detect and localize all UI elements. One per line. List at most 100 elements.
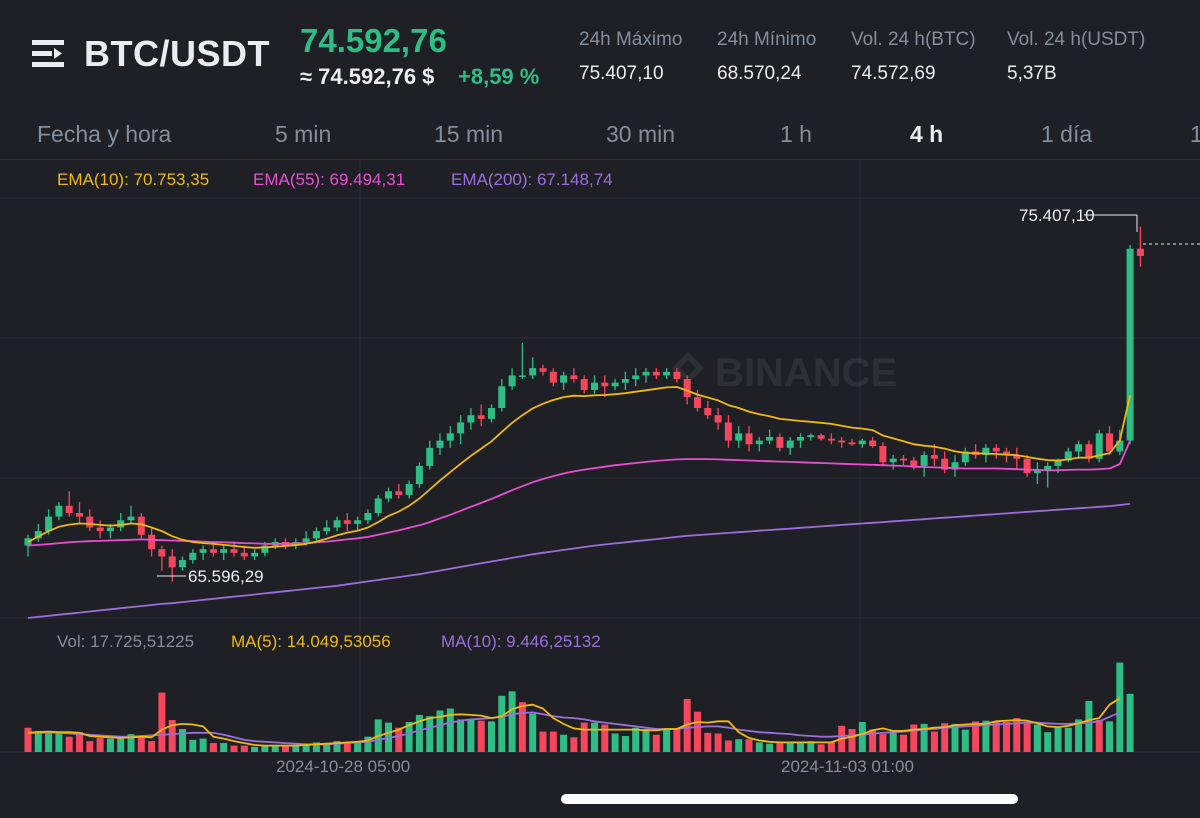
candle-body: [209, 549, 217, 553]
stat-value-24h-low: 68.570,24: [717, 63, 802, 84]
volume-legend: Vol: 17.725,51225: [57, 632, 195, 651]
candle-body: [168, 556, 176, 568]
volume-bar: [395, 727, 403, 752]
tab-1dia[interactable]: 1 día: [1041, 121, 1093, 147]
candle-body: [1095, 433, 1103, 459]
candle: [570, 368, 578, 383]
tab-more[interactable]: 1: [1190, 121, 1200, 147]
x-tick-label: 2024-11-03 01:00: [781, 757, 914, 776]
candle: [776, 433, 784, 452]
candle-body: [961, 451, 969, 463]
volume-bar: [467, 719, 475, 752]
candle-body: [1085, 444, 1093, 459]
binance-watermark: BINANCE: [672, 351, 897, 395]
candle-body: [240, 552, 248, 557]
candle-body: [1136, 248, 1144, 256]
volume-bar: [735, 739, 743, 752]
candle: [488, 404, 495, 423]
candles-layer: [24, 226, 1144, 582]
tab-1h[interactable]: 1 h: [780, 121, 812, 147]
candle-body: [621, 379, 629, 383]
volume-bar: [683, 698, 691, 752]
candle-body: [611, 382, 619, 387]
candle-body: [220, 549, 228, 553]
tab-fecha-y-hora[interactable]: Fecha y hora: [37, 121, 172, 147]
last-price: 74.592,76: [300, 22, 447, 59]
candle: [900, 455, 907, 466]
candle-body: [900, 458, 907, 461]
volume-bar: [106, 738, 114, 752]
candle: [374, 494, 382, 517]
volume-bar: [632, 727, 640, 752]
volume-bar: [663, 729, 671, 752]
candle: [992, 444, 1000, 459]
volume-bar: [961, 729, 969, 752]
candle: [96, 520, 104, 539]
candle-body: [745, 433, 753, 445]
volume-bar: [1075, 719, 1083, 752]
volume-bar: [869, 729, 877, 752]
candle: [797, 433, 804, 448]
candle: [518, 342, 526, 380]
volume-bar: [271, 745, 279, 752]
candle-body: [446, 433, 454, 441]
stat-label-24h-high: 24h Máximo: [579, 29, 683, 50]
volume-bar: [642, 729, 650, 752]
candle-body: [436, 440, 444, 448]
volume-bar: [354, 741, 362, 752]
candle-body: [766, 436, 774, 441]
tab-30min[interactable]: 30 min: [606, 121, 676, 147]
candle-body: [96, 527, 104, 532]
tab-15min[interactable]: 15 min: [434, 121, 504, 147]
volume-bar: [694, 711, 701, 752]
watermark-text: BINANCE: [715, 351, 897, 395]
candle-body: [1054, 460, 1062, 466]
candle: [1116, 429, 1124, 456]
candle: [694, 389, 701, 412]
tab-4h[interactable]: 4 h: [910, 121, 944, 147]
candle-body: [426, 447, 434, 466]
volume-bar: [477, 720, 485, 752]
volume-bar: [1003, 721, 1010, 752]
volume-bar: [611, 733, 619, 752]
pair-title[interactable]: BTC/USDT: [84, 33, 270, 74]
ema55-line: [27, 440, 1131, 547]
candle: [745, 426, 753, 452]
volume-bar: [364, 736, 372, 752]
approx-price-usd: ≈ 74.592,76 $: [300, 64, 435, 89]
volume-bar: [910, 724, 918, 752]
volume-bar: [518, 702, 526, 752]
home-indicator[interactable]: [561, 794, 1018, 804]
candle: [395, 484, 403, 499]
candle: [251, 549, 259, 561]
menu-icon[interactable]: [30, 37, 70, 71]
candle: [508, 368, 516, 390]
volume-bar: [930, 731, 938, 752]
volume-bar: [1106, 721, 1113, 752]
volume-bar: [65, 736, 73, 752]
stat-value-vol-usdt: 5,37B: [1007, 63, 1057, 84]
volume-bar: [199, 738, 207, 752]
candle: [621, 371, 629, 390]
candle-body: [797, 436, 804, 441]
candle-body: [982, 447, 990, 456]
candle-body: [405, 484, 413, 495]
candle-body: [858, 440, 866, 445]
volume-bar: [797, 741, 804, 752]
volume-bar: [498, 695, 506, 752]
candle-body: [1116, 440, 1124, 452]
volume-bar: [848, 729, 856, 752]
candle: [1095, 429, 1103, 463]
candle-body: [549, 371, 557, 383]
candle: [539, 364, 547, 376]
candle: [704, 400, 712, 419]
candle-body: [158, 549, 166, 557]
volume-bar: [724, 740, 732, 752]
candle: [632, 368, 640, 387]
candle-body: [1044, 465, 1052, 470]
candle-body: [199, 549, 207, 553]
volume-bar: [529, 713, 537, 752]
volume-ma-layer: [27, 697, 1121, 747]
tab-5min[interactable]: 5 min: [275, 121, 332, 147]
